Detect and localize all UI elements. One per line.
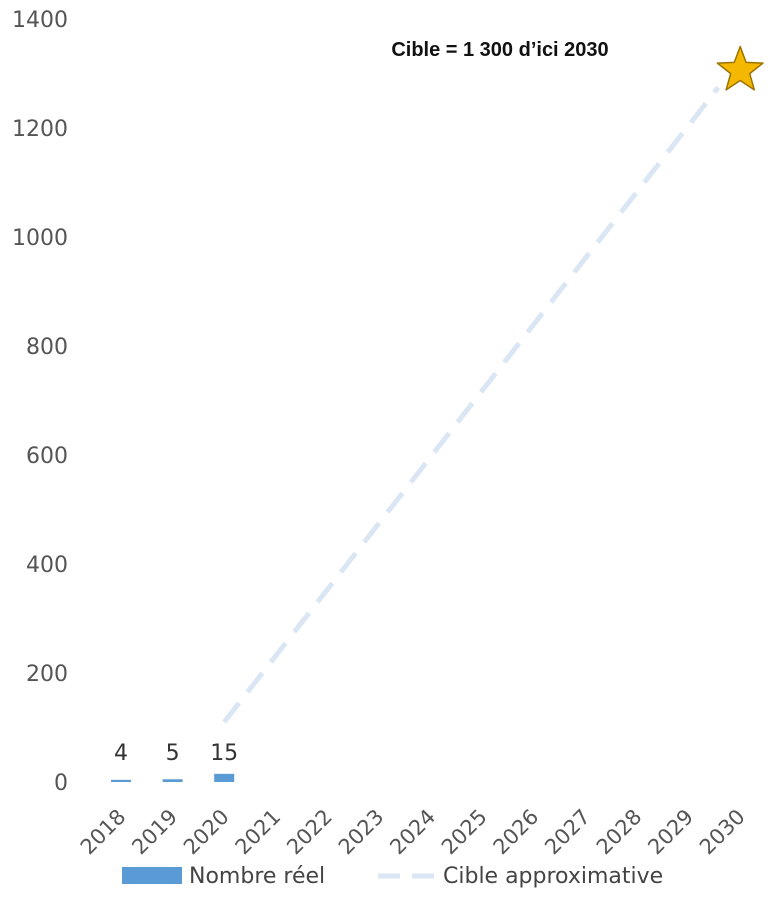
x-tick-label: 2018 — [76, 805, 131, 860]
x-tick-label: 2026 — [489, 805, 544, 860]
y-tick-label: 200 — [26, 662, 68, 687]
x-tick-label: 2027 — [540, 805, 595, 860]
x-tick-label: 2029 — [643, 805, 698, 860]
x-tick-label: 2022 — [282, 805, 337, 860]
y-tick-label: 1400 — [12, 8, 68, 33]
x-axis-ticks: 2018201920202021202220232024202520262027… — [76, 805, 750, 860]
x-tick-label: 2023 — [334, 805, 389, 860]
y-tick-label: 1200 — [12, 117, 68, 142]
bar — [162, 779, 183, 782]
bar-data-label: 5 — [166, 741, 180, 766]
bar — [111, 779, 131, 782]
x-tick-label: 2024 — [385, 805, 440, 860]
bars-layer — [111, 773, 235, 782]
target-line-layer — [222, 85, 721, 724]
y-tick-label: 1000 — [12, 226, 68, 251]
target-annotation: Cible = 1 300 d’ici 2030 — [391, 39, 608, 61]
x-tick-label: 2030 — [695, 805, 750, 860]
bar — [214, 773, 235, 782]
bar-data-labels: 4 5 15 — [114, 741, 238, 766]
legend: Nombre réel Cible approximative — [122, 864, 663, 889]
star-icon — [716, 45, 764, 91]
y-tick-label: 0 — [54, 771, 68, 796]
y-tick-label: 600 — [26, 444, 68, 469]
x-tick-label: 2020 — [179, 805, 234, 860]
legend-swatch-bars — [122, 867, 182, 884]
y-tick-label: 400 — [26, 553, 68, 578]
star-marker — [716, 45, 764, 91]
y-tick-label: 800 — [26, 335, 68, 360]
target-line — [222, 85, 721, 724]
legend-label-bars: Nombre réel — [189, 864, 325, 889]
bar-data-label: 4 — [114, 741, 128, 766]
bar-data-label: 15 — [210, 741, 238, 766]
x-tick-label: 2028 — [592, 805, 647, 860]
x-tick-label: 2019 — [127, 805, 182, 860]
x-tick-label: 2025 — [437, 805, 492, 860]
y-axis-ticks: 0 200 400 600 800 1000 1200 1400 — [12, 8, 68, 796]
legend-label-line: Cible approximative — [443, 864, 663, 889]
x-tick-label: 2021 — [231, 805, 286, 860]
